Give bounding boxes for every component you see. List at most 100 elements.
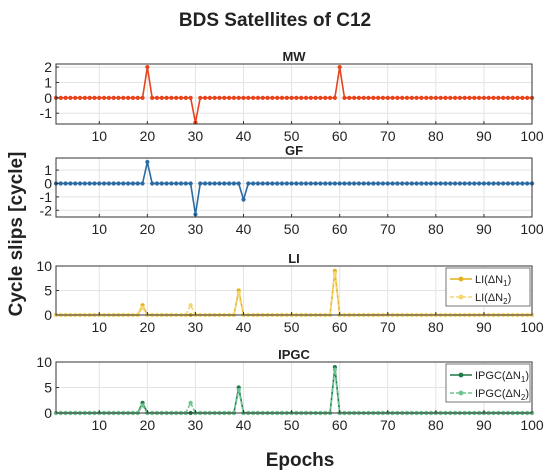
data-point xyxy=(101,181,107,186)
y-tick-label: 10 xyxy=(36,354,52,370)
y-tick-label: 10 xyxy=(36,258,52,274)
x-tick-label: 50 xyxy=(284,319,300,335)
data-point xyxy=(231,95,236,100)
x-tick-label: 20 xyxy=(140,221,156,237)
legend-label: IPGC(ΔN2) xyxy=(475,388,529,402)
data-point xyxy=(77,95,83,100)
data-point xyxy=(438,181,443,186)
data-point xyxy=(299,95,304,100)
y-tick-label: 0 xyxy=(44,90,52,106)
data-point xyxy=(313,95,318,100)
data-point xyxy=(390,95,395,100)
data-point xyxy=(222,95,227,100)
data-point xyxy=(145,64,150,70)
data-point xyxy=(327,95,333,100)
data-point xyxy=(501,181,506,186)
legend: LI(ΔN1) LI(ΔN2) xyxy=(445,267,531,307)
data-point xyxy=(188,95,193,100)
data-point xyxy=(462,181,467,186)
data-point xyxy=(87,95,92,100)
data-point xyxy=(352,95,357,100)
data-point xyxy=(289,95,294,100)
data-point xyxy=(63,95,68,100)
data-point xyxy=(356,95,362,100)
data-point xyxy=(452,181,458,186)
x-tick-label: 90 xyxy=(476,221,492,237)
data-point xyxy=(150,181,155,186)
data-point xyxy=(130,181,136,186)
x-tick-label: 90 xyxy=(476,128,492,144)
data-point xyxy=(241,197,246,202)
data-point xyxy=(111,181,116,186)
data-point xyxy=(332,181,337,186)
x-tick-label: 40 xyxy=(236,128,252,144)
x-tick-label: 80 xyxy=(428,221,444,237)
data-point xyxy=(169,181,174,186)
data-point xyxy=(501,95,506,100)
data-point xyxy=(371,95,376,100)
data-point xyxy=(361,181,366,186)
x-tick-label: 70 xyxy=(380,417,396,433)
data-point xyxy=(251,181,256,186)
data-point xyxy=(448,95,453,100)
data-point xyxy=(414,95,419,100)
x-tick-label: 10 xyxy=(91,221,107,237)
data-point xyxy=(101,95,107,100)
legend-box xyxy=(445,363,531,403)
data-point xyxy=(400,95,405,100)
data-point xyxy=(150,95,155,100)
data-point xyxy=(241,95,246,100)
data-point xyxy=(126,95,131,100)
data-point xyxy=(510,95,515,100)
data-point xyxy=(275,95,280,100)
x-tick-label: 20 xyxy=(140,417,156,433)
data-point xyxy=(433,95,438,100)
y-tick-label: 2 xyxy=(44,59,52,75)
data-point xyxy=(246,181,251,186)
data-point xyxy=(491,95,496,100)
data-point xyxy=(424,95,429,100)
data-point xyxy=(390,181,395,186)
x-tick-label: 60 xyxy=(332,319,348,335)
y-tick-label: 1 xyxy=(44,74,52,90)
legend-label: LI(ΔN2) xyxy=(475,292,511,306)
data-point xyxy=(414,181,419,186)
data-point xyxy=(202,181,208,186)
data-point xyxy=(361,95,366,100)
data-point xyxy=(73,181,78,186)
data-point xyxy=(303,95,309,100)
data-point xyxy=(308,95,313,100)
data-point xyxy=(303,181,309,186)
y-axis-label: Cycle slips [cycle] xyxy=(6,152,27,317)
data-point xyxy=(77,181,83,186)
data-point xyxy=(443,181,448,186)
figure-title: BDS Satellites of C12 xyxy=(179,10,371,31)
legend-swatch-marker xyxy=(458,372,464,378)
data-point xyxy=(481,95,487,100)
data-point xyxy=(409,95,414,100)
x-tick-label: 50 xyxy=(284,221,300,237)
data-point xyxy=(82,181,87,186)
data-point xyxy=(505,181,511,186)
data-point xyxy=(486,95,491,100)
data-point xyxy=(222,181,227,186)
data-point xyxy=(236,181,241,186)
data-point xyxy=(308,181,313,186)
data-point xyxy=(154,95,160,100)
data-point xyxy=(212,95,217,100)
data-point xyxy=(520,181,525,186)
data-point xyxy=(231,181,236,186)
data-point xyxy=(251,95,256,100)
data-point xyxy=(323,181,328,186)
data-point xyxy=(198,95,203,100)
data-point xyxy=(265,95,270,100)
data-point xyxy=(58,181,63,186)
x-tick-label: 20 xyxy=(140,128,156,144)
data-point xyxy=(525,181,530,186)
y-tick-label: 0 xyxy=(44,307,52,323)
data-point xyxy=(82,95,87,100)
data-point xyxy=(106,95,111,100)
data-point xyxy=(472,95,477,100)
data-point xyxy=(159,95,164,100)
data-point xyxy=(486,181,491,186)
